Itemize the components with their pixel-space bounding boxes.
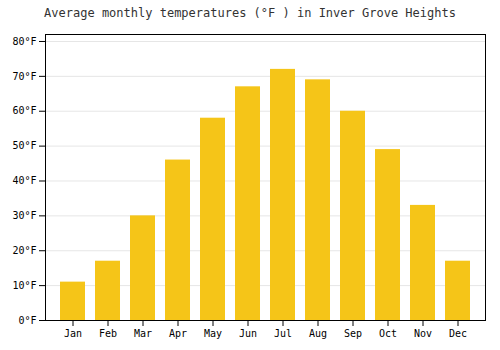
svg-text:Nov: Nov — [414, 328, 432, 339]
svg-text:50°F: 50°F — [12, 140, 36, 151]
svg-text:80°F: 80°F — [12, 36, 36, 47]
svg-text:70°F: 70°F — [12, 71, 36, 82]
svg-text:40°F: 40°F — [12, 175, 36, 186]
html-text:Average monthly temperatures (: Average monthly temperatures (°F ) in In… — [44, 6, 456, 20]
svg-text:20°F: 20°F — [12, 245, 36, 256]
svg-text:May: May — [204, 328, 222, 339]
svg-text:Apr: Apr — [169, 328, 187, 339]
svg-text:Dec: Dec — [449, 328, 467, 339]
svg-text:10°F: 10°F — [12, 280, 36, 291]
svg-text:60°F: 60°F — [12, 105, 36, 116]
svg-text:0°F: 0°F — [18, 315, 36, 326]
svg-text:30°F: 30°F — [12, 210, 36, 221]
svg-text:Sep: Sep — [344, 328, 362, 339]
svg-text:Jan: Jan — [64, 328, 82, 339]
svg-text:Jul: Jul — [274, 328, 292, 339]
svg-text:Jun: Jun — [239, 328, 257, 339]
svg-text:Feb: Feb — [99, 328, 117, 339]
svg-text:Aug: Aug — [309, 328, 327, 339]
svg-text:Oct: Oct — [379, 328, 397, 339]
svg-text:Mar: Mar — [134, 328, 152, 339]
